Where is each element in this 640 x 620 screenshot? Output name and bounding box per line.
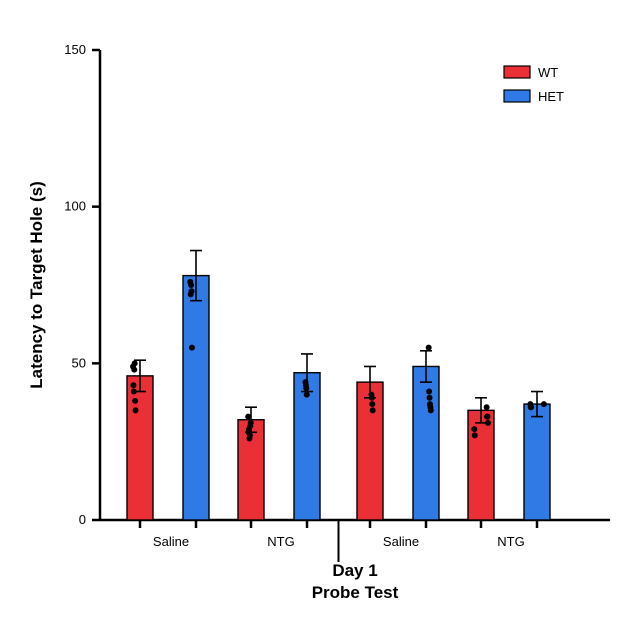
data-point <box>247 432 253 438</box>
data-point <box>427 395 433 401</box>
data-point <box>132 398 138 404</box>
data-point <box>133 407 139 413</box>
legend-swatch-wt <box>504 66 530 78</box>
x-group-label: Saline <box>153 534 189 549</box>
data-point <box>130 382 136 388</box>
data-point <box>189 345 195 351</box>
data-point <box>369 401 375 407</box>
x-group-label: Saline <box>383 534 419 549</box>
x-group-label: NTG <box>267 534 294 549</box>
data-point <box>541 401 547 407</box>
y-axis-label: Latency to Target Hole (s) <box>27 181 46 389</box>
data-point <box>189 288 195 294</box>
y-tick-label: 100 <box>64 199 86 214</box>
data-point <box>426 345 432 351</box>
data-point <box>471 426 477 432</box>
data-point <box>132 360 138 366</box>
data-point <box>248 420 254 426</box>
bar-het <box>183 276 209 520</box>
legend-swatch-het <box>504 90 530 102</box>
x-axis-label-line2: Probe Test <box>312 583 399 602</box>
legend-label-het: HET <box>538 89 564 104</box>
data-point <box>484 404 490 410</box>
data-point <box>472 432 478 438</box>
data-point <box>131 389 137 395</box>
data-point <box>188 282 194 288</box>
data-point <box>245 414 251 420</box>
y-tick-label: 0 <box>79 512 86 527</box>
data-point <box>428 407 434 413</box>
data-point <box>303 385 309 391</box>
bar-het <box>524 404 550 520</box>
data-point <box>484 414 490 420</box>
data-point <box>131 367 137 373</box>
bar-het <box>413 366 439 520</box>
data-point <box>304 392 310 398</box>
data-point <box>426 389 432 395</box>
bar-wt <box>127 376 153 520</box>
y-tick-label: 150 <box>64 42 86 57</box>
data-point <box>370 407 376 413</box>
legend-label-wt: WT <box>538 65 558 80</box>
data-point <box>528 404 534 410</box>
x-group-label: NTG <box>497 534 524 549</box>
x-axis-label-line1: Day 1 <box>332 561 377 580</box>
bar-wt <box>468 410 494 520</box>
data-point <box>485 420 491 426</box>
y-tick-label: 50 <box>72 355 86 370</box>
data-point <box>369 395 375 401</box>
